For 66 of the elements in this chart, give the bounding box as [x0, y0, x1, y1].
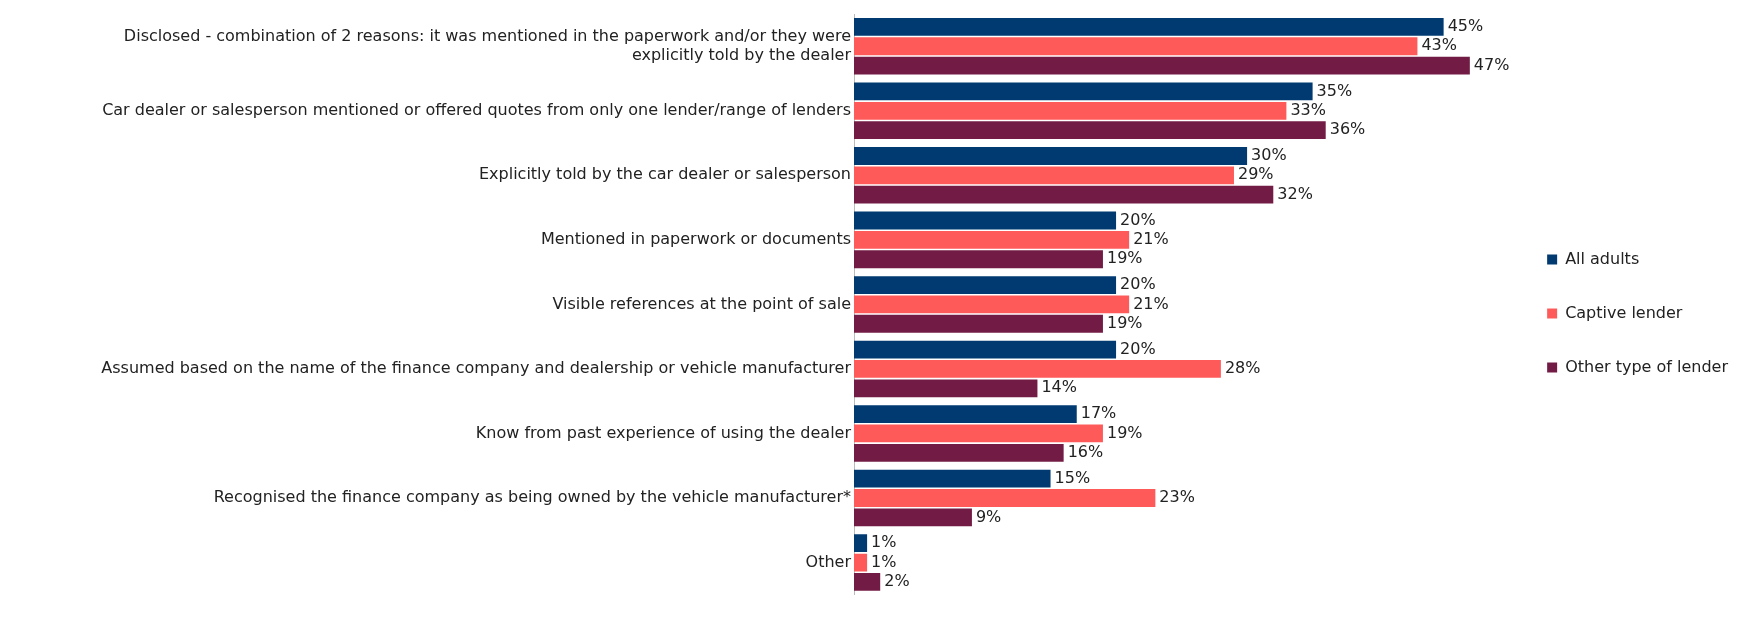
data-label: 20%: [1120, 338, 1156, 358]
y-tick-label: Mentioned in paperwork or documents: [540, 229, 851, 249]
bar: [854, 121, 1326, 140]
data-label: 32%: [1277, 183, 1313, 203]
bar: [854, 185, 1274, 204]
bar: [854, 147, 1248, 165]
y-tick-label: Explicitly told by the car dealer or salesperson: [478, 164, 851, 184]
bar: [854, 424, 1103, 443]
bar: [854, 166, 1234, 185]
bar: [854, 314, 1103, 333]
bar: [854, 82, 1313, 101]
data-label: 30%: [1251, 145, 1287, 165]
data-label: 20%: [1120, 274, 1156, 294]
bar: [854, 508, 972, 527]
y-tick-label: Disclosed - combination of 2 reasons: it was mentioned in the paperwork and/or they were explicitly told by the dealer: [123, 25, 852, 65]
data-label: 1%: [871, 532, 897, 552]
bar: [854, 37, 1418, 56]
data-label: 36%: [1329, 119, 1366, 139]
data-label: 23%: [1159, 487, 1195, 507]
data-label: 21%: [1133, 293, 1169, 313]
data-label: 15%: [1054, 467, 1091, 487]
data-label: 14%: [1041, 377, 1077, 397]
legend-label: Other type of lender: [1565, 356, 1729, 376]
bar: [854, 443, 1064, 462]
bar: [854, 360, 1221, 378]
data-label: 21%: [1133, 229, 1169, 249]
data-label: 47%: [1473, 54, 1510, 74]
data-label: 43%: [1421, 35, 1457, 55]
bar: [854, 56, 1470, 75]
bar: [854, 18, 1444, 36]
y-tick-label: Car dealer or salesperson mentioned or offered quotes from only one lender/range of lenders: [102, 99, 851, 119]
data-label: 28%: [1224, 358, 1261, 378]
data-label: 2%: [884, 571, 910, 591]
bar: [854, 572, 881, 591]
bar: [854, 101, 1287, 120]
bar: [854, 379, 1038, 398]
data-label: 9%: [975, 506, 1002, 526]
bar: [854, 230, 1130, 249]
bar: [854, 553, 868, 572]
data-label: 16%: [1067, 441, 1104, 461]
data-label: 1%: [871, 551, 897, 571]
legend-label: All adults: [1565, 248, 1640, 268]
bar: [854, 469, 1051, 488]
data-label: 17%: [1080, 403, 1117, 423]
data-label: 35%: [1316, 80, 1353, 100]
bar: [854, 405, 1077, 424]
y-tick-label: Assumed based on the name of the finance company and dealership or vehicle manufacturer: [101, 358, 852, 378]
bar: [854, 534, 868, 553]
data-label: 19%: [1106, 248, 1143, 268]
y-tick-label: Recognised the finance company as being owned by the vehicle manufacturer*: [213, 487, 851, 507]
data-label: 29%: [1237, 164, 1274, 184]
bar: [854, 276, 1117, 294]
y-tick-label: Know from past experience of using the dealer: [475, 422, 852, 442]
bar: [854, 211, 1117, 230]
data-label: 33%: [1290, 99, 1326, 119]
data-label: 45%: [1447, 16, 1484, 36]
y-tick-label: Other: [805, 551, 852, 571]
y-tick-label: Visible references at the point of sale: [552, 293, 851, 313]
data-label: 20%: [1120, 209, 1156, 229]
data-label: 19%: [1106, 312, 1143, 332]
bar: [854, 340, 1117, 359]
bar: [854, 250, 1103, 269]
bar: [854, 295, 1130, 314]
bar: [854, 489, 1156, 507]
legend-label: Captive lender: [1565, 302, 1683, 322]
data-label: 19%: [1106, 422, 1143, 442]
